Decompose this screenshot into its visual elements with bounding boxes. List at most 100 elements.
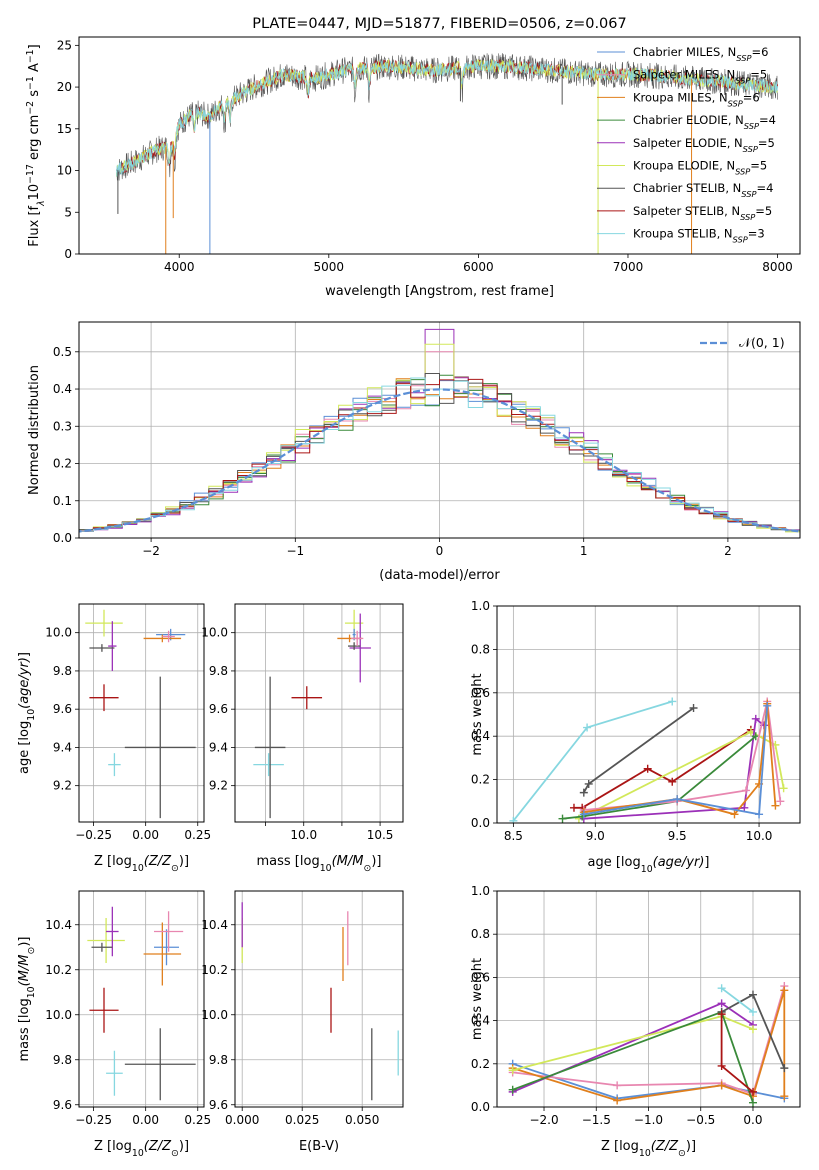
legend-entry: Chabrier ELODIE, NSSP=4 xyxy=(633,113,776,131)
x-tick-label: 8000 xyxy=(762,260,793,274)
x-tick-label: 0.000 xyxy=(225,1113,259,1127)
x-tick-label: 8.5 xyxy=(504,829,523,843)
weight-marker xyxy=(584,779,593,788)
y-tick-label: 25 xyxy=(57,38,72,52)
y-tick-label: 10.4 xyxy=(45,918,72,932)
y-tick-label: 9.4 xyxy=(53,740,72,754)
histograms xyxy=(79,328,800,534)
x-tick-label: 4000 xyxy=(164,260,195,274)
x-axis-label: (data-model)/error xyxy=(379,568,500,583)
label-part: ⊙ xyxy=(171,863,179,874)
weight-marker xyxy=(673,795,682,804)
x-axis-label: Z [log10(Z/Z⊙)] xyxy=(601,1139,696,1159)
weight-marker xyxy=(717,1081,726,1090)
y-tick-label: 9.6 xyxy=(53,702,72,716)
label-part: )] xyxy=(371,854,381,869)
legend-entry: Kroupa STELIB, NSSP=3 xyxy=(633,227,765,245)
label-part: Z [log xyxy=(94,1139,132,1154)
x-tick-label: 0.050 xyxy=(345,1113,379,1127)
weight-lines xyxy=(508,982,789,1107)
x-axis-label: Z [log10(Z/Z⊙)] xyxy=(94,854,189,874)
weight-line xyxy=(583,717,765,820)
x-axis-label: wavelength [Angstrom, rest frame] xyxy=(325,284,554,299)
weight-marker xyxy=(668,777,677,786)
legend-entry: Salpeter MILES, NSSP=5 xyxy=(633,68,767,86)
y-tick-label: 20 xyxy=(57,80,72,94)
label-part: =4 xyxy=(756,181,773,195)
label-part: (Z/Z xyxy=(144,854,172,869)
legend-entry: Kroupa ELODIE, NSSP=5 xyxy=(633,159,767,177)
y-tick-label: 0.8 xyxy=(471,642,490,656)
x-tick-label: −1 xyxy=(286,544,304,558)
label-part: −1 xyxy=(25,76,36,90)
label-part: ] xyxy=(704,855,709,870)
label-part: SSP xyxy=(735,167,750,177)
label-part: age [log xyxy=(588,855,641,870)
label-part: ⊙ xyxy=(363,863,371,874)
weight-marker xyxy=(613,1081,622,1090)
label-part: =6 xyxy=(743,90,760,104)
y-tick-label: 10.0 xyxy=(45,1008,72,1022)
weight-marker xyxy=(748,1007,757,1016)
axes-frame xyxy=(78,890,205,1108)
label-part: (age/yr) xyxy=(17,657,32,709)
y-tick-label: 9.2 xyxy=(53,779,72,793)
y-tick-label: 0.0 xyxy=(471,816,490,830)
axes-frame xyxy=(234,603,404,823)
label-part: Kroupa STELIB, N xyxy=(633,227,733,241)
weight-marker xyxy=(508,1066,517,1075)
y-tick-label: 9.8 xyxy=(209,1053,228,1067)
weight-vs-Z-panel: −2.0 −1.5 −1.0 −0.5 0.0 0.0 0.2 0.4 0.6 0.8 1.0 Z [… xyxy=(470,884,801,1159)
label-part: 10 xyxy=(26,986,37,998)
label-part: E(B-V) xyxy=(299,1139,339,1154)
y-tick-label: 1.0 xyxy=(471,599,490,613)
x-tick-label: 0 xyxy=(436,544,444,558)
x-tick-label: 0.25 xyxy=(184,828,211,842)
label-part: SSP xyxy=(743,144,758,154)
weight-marker xyxy=(689,703,698,712)
y-axis-label: age [log10(age/yr)] xyxy=(17,652,37,774)
y-tick-label: 10.0 xyxy=(201,1008,228,1022)
weight-marker xyxy=(740,803,749,812)
weight-line xyxy=(512,1010,754,1103)
label-part: (Z/Z xyxy=(144,1139,172,1154)
weight-marker xyxy=(583,723,592,732)
x-axis-label: mass [log10(M/M⊙)] xyxy=(257,854,382,874)
label-part: (Z/Z xyxy=(651,1139,679,1154)
label-part: 10 xyxy=(132,863,144,874)
spectrum-kroupa-stelib xyxy=(116,58,778,177)
error-bars xyxy=(85,609,196,819)
error-bars xyxy=(241,902,399,1101)
y-tick-label: 0.4 xyxy=(471,1014,490,1028)
y-tick-label: 0.4 xyxy=(53,382,72,396)
x-tick-label: −1.0 xyxy=(634,1113,663,1127)
axes-frame xyxy=(496,890,801,1108)
weight-line xyxy=(583,705,769,816)
y-tick-label: 0.8 xyxy=(471,927,490,941)
label-part: Chabrier MILES, N xyxy=(633,45,736,59)
mass-vs-Z-panel: −0.25 0.00 0.259.69.810.010.210.4Z [log10(… xyxy=(17,890,211,1159)
x-tick-label: 1 xyxy=(580,544,588,558)
label-part: (age/yr) xyxy=(653,855,705,870)
y-tick-label: 10.2 xyxy=(201,963,228,977)
legend-entry: Chabrier MILES, NSSP=6 xyxy=(633,45,768,63)
weight-marker xyxy=(748,1098,757,1107)
x-tick-label: 10.0 xyxy=(290,828,317,842)
weight-marker xyxy=(780,1092,789,1101)
y-tick-label: 9.2 xyxy=(209,779,228,793)
weight-marker xyxy=(569,803,578,812)
weight-marker xyxy=(558,814,567,823)
chart-title: PLATE=0447, MJD=51877, FIBERID=0506, z=0… xyxy=(252,16,626,32)
label-part: −1 xyxy=(25,49,36,63)
y-tick-label: 9.4 xyxy=(209,740,228,754)
y-tick-label: 10.4 xyxy=(201,918,228,932)
label-part: 10 xyxy=(26,709,37,721)
spectrum-lines xyxy=(116,53,778,254)
weight-marker xyxy=(779,784,788,793)
x-tick-label: 9.0 xyxy=(586,829,605,843)
x-tick-label: −1.5 xyxy=(582,1113,611,1127)
y-tick-label: 10 xyxy=(57,164,72,178)
x-tick-label: 10.0 xyxy=(746,829,773,843)
y-tick-label: 9.6 xyxy=(209,702,228,716)
label-part: λ xyxy=(36,200,47,207)
